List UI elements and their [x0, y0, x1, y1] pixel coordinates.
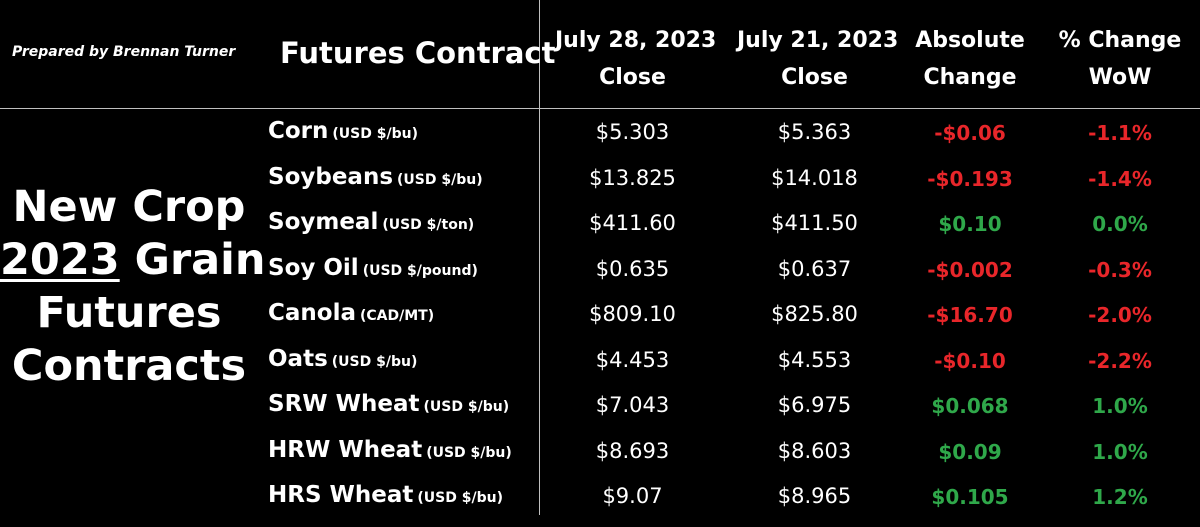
contract-name: HRS Wheat (USD $/bu)	[268, 482, 503, 508]
contract-label: Soy Oil	[268, 254, 359, 281]
contract-label: Oats	[268, 345, 328, 372]
header-july-28-close-line2: Close	[599, 65, 666, 90]
contract-label: HRS Wheat	[268, 482, 414, 508]
header-percent-change-line1: % Change	[1058, 28, 1182, 53]
close-july-21: $8.603	[777, 438, 852, 463]
header-percent-change-line2: WoW	[1088, 65, 1152, 90]
close-july-21: $0.637	[777, 256, 852, 281]
header-july-21-close: July 21, 2023 Close	[737, 22, 899, 96]
percent-change: -2.2%	[1088, 348, 1152, 373]
column-divider	[539, 0, 540, 515]
table-row: Soybeans (USD $/bu) $13.825 $14.018 -$0.193 -…	[0, 164, 1200, 209]
percent-change: -2.0%	[1088, 303, 1152, 327]
close-july-28: $4.453	[595, 347, 670, 372]
contract-name: Corn (USD $/bu)	[268, 118, 418, 144]
table-row: HRW Wheat (USD $/bu) $8.693 $8.603 $0.09 1.0%	[0, 437, 1200, 482]
close-july-21: $14.018	[771, 165, 858, 190]
contract-unit: (USD $/bu)	[331, 353, 418, 370]
contract-name: Soymeal (USD $/ton)	[268, 209, 474, 235]
table-row: Canola (CAD/MT) $809.10 $825.80 -$16.70 -2.0%	[0, 300, 1200, 345]
close-july-28: $809.10	[589, 302, 676, 326]
contract-unit: (USD $/bu)	[423, 399, 510, 415]
table-row: Soymeal (USD $/ton) $411.60 $411.50 $0.10 0.0…	[0, 209, 1200, 254]
contract-name: HRW Wheat (USD $/bu)	[268, 437, 512, 463]
close-july-28: $0.635	[595, 256, 670, 281]
contract-name: Canola (CAD/MT)	[268, 300, 434, 326]
absolute-change: $0.105	[931, 485, 1009, 509]
header-divider	[0, 108, 1200, 109]
close-july-21: $6.975	[777, 393, 852, 417]
contract-label: SRW Wheat	[268, 391, 420, 417]
table-row: Oats (USD $/bu) $4.453 $4.553 -$0.10 -2.2%	[0, 346, 1200, 391]
header-percent-change: % Change WoW	[1045, 22, 1195, 96]
contract-name: SRW Wheat (USD $/bu)	[268, 391, 509, 417]
header-july-28-close: July 28, 2023 Close	[555, 22, 717, 96]
percent-change: 1.2%	[1092, 485, 1148, 509]
prepared-by-credit: Prepared by Brennan Turner	[12, 44, 236, 60]
absolute-change: -$0.06	[934, 121, 1006, 145]
side-title-grain: Grain	[119, 235, 266, 285]
contract-label: Soymeal	[268, 209, 379, 235]
side-title-line4: Contracts	[11, 341, 247, 391]
absolute-change: $0.068	[931, 394, 1009, 418]
absolute-change: -$0.10	[934, 348, 1006, 373]
header-july-28-close-line1: July 28, 2023	[555, 28, 717, 53]
side-title-year: 2023	[0, 235, 120, 285]
absolute-change: -$0.193	[927, 166, 1013, 191]
contract-unit: (CAD/MT)	[359, 308, 435, 324]
table-row: HRS Wheat (USD $/bu) $9.07 $8.965 $0.105 1.2%	[0, 482, 1200, 527]
table-row: SRW Wheat (USD $/bu) $7.043 $6.975 $0.068 1.0…	[0, 391, 1200, 436]
close-july-28: $9.07	[602, 484, 663, 508]
close-july-21: $8.965	[777, 484, 852, 508]
close-july-28: $411.60	[589, 211, 676, 235]
contract-name: Soy Oil (USD $/pound)	[268, 255, 478, 281]
contract-unit: (USD $/bu)	[332, 126, 418, 142]
contract-unit: (USD $/bu)	[426, 444, 512, 461]
absolute-change: -$16.70	[927, 303, 1013, 327]
close-july-21: $4.553	[777, 347, 852, 372]
close-july-28: $7.043	[595, 393, 670, 417]
absolute-change: $0.09	[938, 439, 1002, 464]
contract-label: Corn	[268, 118, 329, 144]
percent-change: -1.1%	[1088, 121, 1152, 145]
contract-name: Oats (USD $/bu)	[268, 346, 417, 372]
table-row: Corn (USD $/bu) $5.303 $5.363 -$0.06 -1.1%	[0, 118, 1200, 163]
percent-change: 1.0%	[1092, 439, 1148, 464]
absolute-change: $0.10	[938, 212, 1002, 236]
header-futures-contract: Futures Contract	[280, 36, 556, 70]
header-absolute-change: Absolute Change	[895, 22, 1045, 96]
header-absolute-change-line1: Absolute	[915, 28, 1025, 53]
absolute-change: -$0.002	[927, 257, 1013, 282]
header-july-21-close-line1: July 21, 2023	[737, 28, 899, 53]
percent-change: 0.0%	[1092, 212, 1148, 236]
contract-label: Canola	[268, 300, 356, 326]
contract-unit: (USD $/bu)	[397, 171, 483, 188]
close-july-28: $13.825	[589, 165, 676, 190]
contract-unit: (USD $/bu)	[417, 490, 503, 506]
side-title-line3: Futures	[36, 288, 222, 338]
contract-label: HRW Wheat	[268, 436, 423, 463]
close-july-21: $411.50	[771, 211, 858, 235]
close-july-28: $8.693	[595, 438, 670, 463]
percent-change: 1.0%	[1092, 394, 1148, 418]
side-title-line1: New Crop	[12, 182, 246, 232]
close-july-21: $5.363	[777, 120, 852, 144]
percent-change: -1.4%	[1088, 166, 1152, 191]
contract-label: Soybeans	[268, 163, 394, 190]
contract-unit: (USD $/ton)	[382, 217, 475, 233]
contract-unit: (USD $/pound)	[362, 262, 478, 279]
side-title: New Crop 2023 Grain Futures Contracts	[0, 181, 266, 393]
header-absolute-change-line2: Change	[923, 65, 1017, 90]
contract-name: Soybeans (USD $/bu)	[268, 164, 483, 190]
close-july-28: $5.303	[595, 120, 670, 144]
side-title-line2: 2023 Grain	[0, 234, 266, 287]
close-july-21: $825.80	[771, 302, 858, 326]
percent-change: -0.3%	[1088, 257, 1152, 282]
table-row: Soy Oil (USD $/pound) $0.635 $0.637 -$0.002 -…	[0, 255, 1200, 300]
header-july-21-close-line2: Close	[781, 65, 848, 90]
